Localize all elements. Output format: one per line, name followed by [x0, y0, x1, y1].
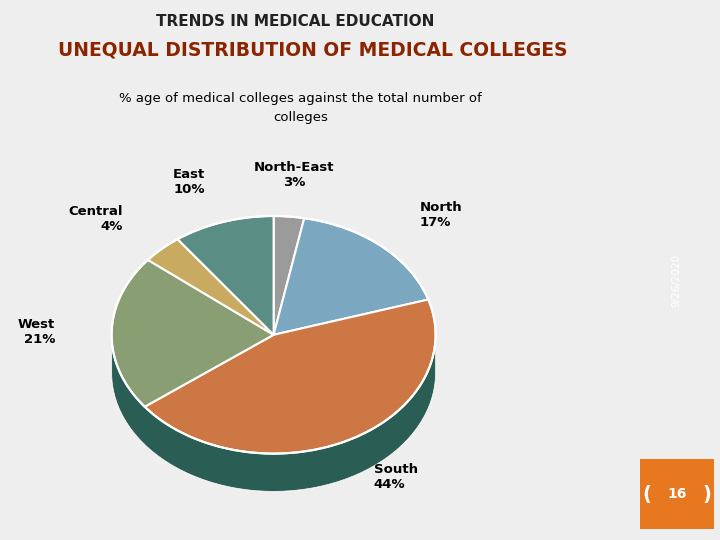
Polygon shape	[112, 338, 436, 491]
Polygon shape	[112, 336, 145, 444]
Polygon shape	[112, 336, 436, 491]
Text: Central
4%: Central 4%	[68, 205, 122, 233]
Polygon shape	[112, 338, 436, 491]
Polygon shape	[145, 300, 436, 454]
Text: North
17%: North 17%	[420, 201, 462, 229]
Text: East
10%: East 10%	[173, 168, 205, 197]
Text: % age of medical colleges against the total number of: % age of medical colleges against the to…	[120, 92, 482, 105]
Polygon shape	[112, 260, 274, 407]
Text: (: (	[642, 484, 651, 504]
Text: TRENDS IN MEDICAL EDUCATION: TRENDS IN MEDICAL EDUCATION	[156, 14, 434, 29]
Text: 16: 16	[667, 487, 686, 501]
Text: West
21%: West 21%	[18, 318, 55, 346]
Text: UNEQUAL DISTRIBUTION OF MEDICAL COLLEGES: UNEQUAL DISTRIBUTION OF MEDICAL COLLEGES	[58, 40, 567, 59]
Polygon shape	[178, 216, 274, 335]
Text: 9/26/2020: 9/26/2020	[672, 254, 682, 307]
Text: colleges: colleges	[273, 111, 328, 124]
Text: South
44%: South 44%	[374, 463, 418, 491]
Text: ): )	[703, 484, 711, 504]
Polygon shape	[274, 218, 428, 335]
Text: North-East
3%: North-East 3%	[254, 161, 335, 189]
Polygon shape	[148, 239, 274, 335]
Polygon shape	[112, 341, 436, 491]
FancyBboxPatch shape	[639, 459, 714, 529]
Ellipse shape	[112, 254, 436, 491]
Polygon shape	[274, 216, 305, 335]
Polygon shape	[145, 340, 436, 491]
